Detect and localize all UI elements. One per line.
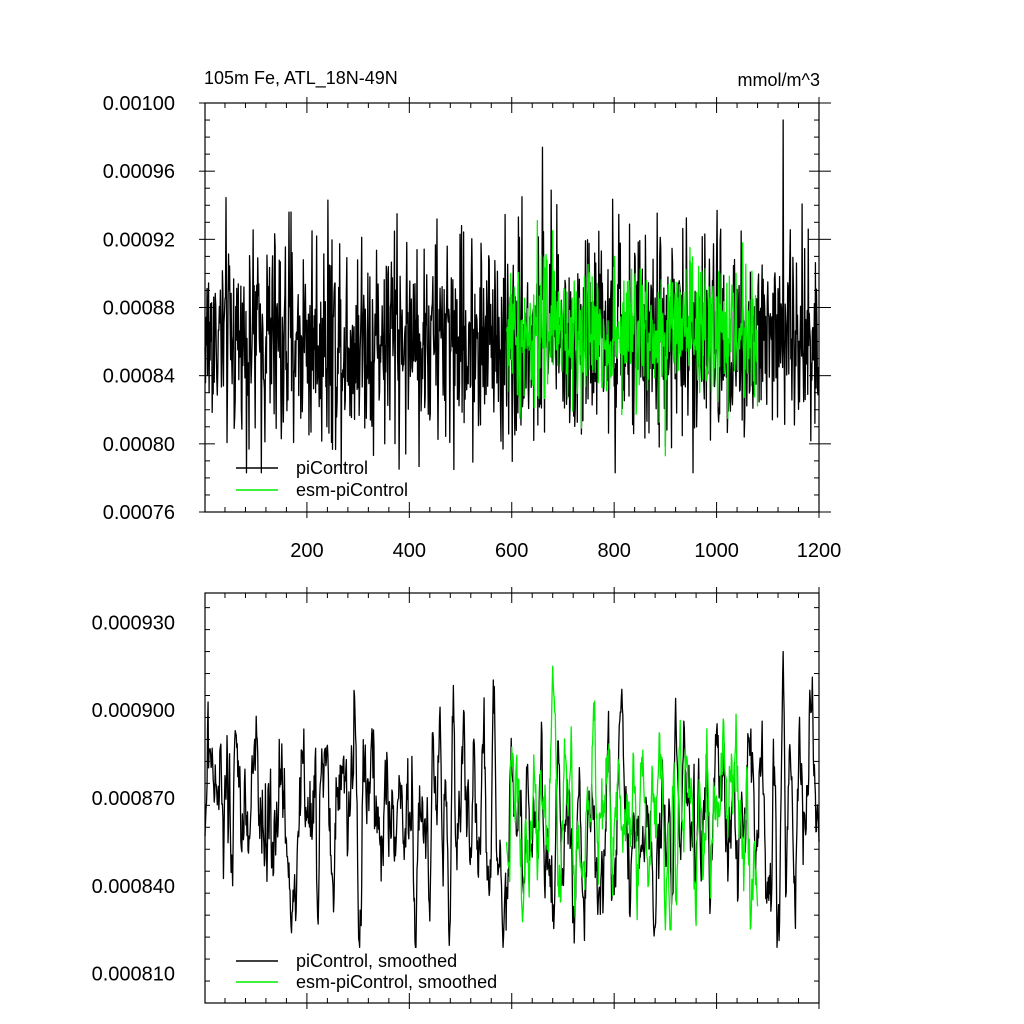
legend: piControl esm-piControl: [236, 458, 408, 500]
units-label: mmol/m^3: [738, 70, 820, 90]
y-tick-labels: 0.000810 0.000840 0.000870 0.000900 0.000930: [92, 612, 175, 985]
bottom-panel: 0.000810 0.000840 0.000870 0.000900 0.000930…: [92, 587, 820, 1009]
legend-label-esm-picontrol: esm-piControl: [296, 480, 408, 500]
y-tick-label: 0.000810: [92, 964, 175, 986]
y-tick-label: 0.00100: [103, 93, 175, 115]
x-tick-label: 600: [495, 540, 528, 562]
top-panel: 105m Fe, ATL_18N-49N mmol/m^3 0.000760.0…: [103, 68, 842, 562]
y-tick-label: 0.00084: [103, 366, 175, 388]
x-tick-label: 800: [597, 540, 630, 562]
data-series: [204, 119, 820, 474]
y-tick-label: 0.000930: [92, 612, 175, 634]
data-series: [204, 650, 820, 949]
y-tick-label: 0.000900: [92, 700, 175, 722]
x-tick-label: 1200: [797, 540, 842, 562]
series-line-picontrol-smoothed: [204, 650, 820, 949]
legend: piControl, smoothed esm-piControl, smoot…: [236, 951, 497, 992]
plot-frame: [204, 102, 820, 513]
legend-label-picontrol: piControl: [296, 458, 368, 478]
y-tick-label: 0.00092: [103, 229, 175, 251]
y-tick-label: 0.000870: [92, 788, 175, 810]
legend-label-esm-picontrol-smoothed: esm-piControl, smoothed: [296, 972, 497, 992]
x-tick-label: 200: [290, 540, 323, 562]
plot-frame: [204, 592, 820, 1004]
y-tick-label: 0.00076: [103, 502, 175, 524]
chart-title-left: 105m Fe, ATL_18N-49N: [204, 68, 398, 89]
x-tick-labels: 200 400 600 800 1000 1200: [290, 540, 841, 562]
series-line-esm-picontrol: [505, 219, 759, 457]
x-tick-label: 1000: [694, 540, 739, 562]
y-tick-label: 0.00096: [103, 161, 175, 183]
tick-marks: [205, 587, 820, 1009]
y-tick-labels: 0.00076 0.00080 0.00084 0.00088 0.00092 0.000…: [103, 93, 175, 524]
legend-label-picontrol-smoothed: piControl, smoothed: [296, 951, 457, 971]
x-tick-label: 400: [393, 540, 426, 562]
y-tick-label: 0.00080: [103, 434, 175, 456]
series-line-picontrol: [204, 119, 820, 474]
y-tick-label: 0.000840: [92, 876, 175, 898]
series-line-esm-picontrol-smoothed: [505, 665, 759, 931]
y-tick-label: 0.00088: [103, 298, 175, 320]
